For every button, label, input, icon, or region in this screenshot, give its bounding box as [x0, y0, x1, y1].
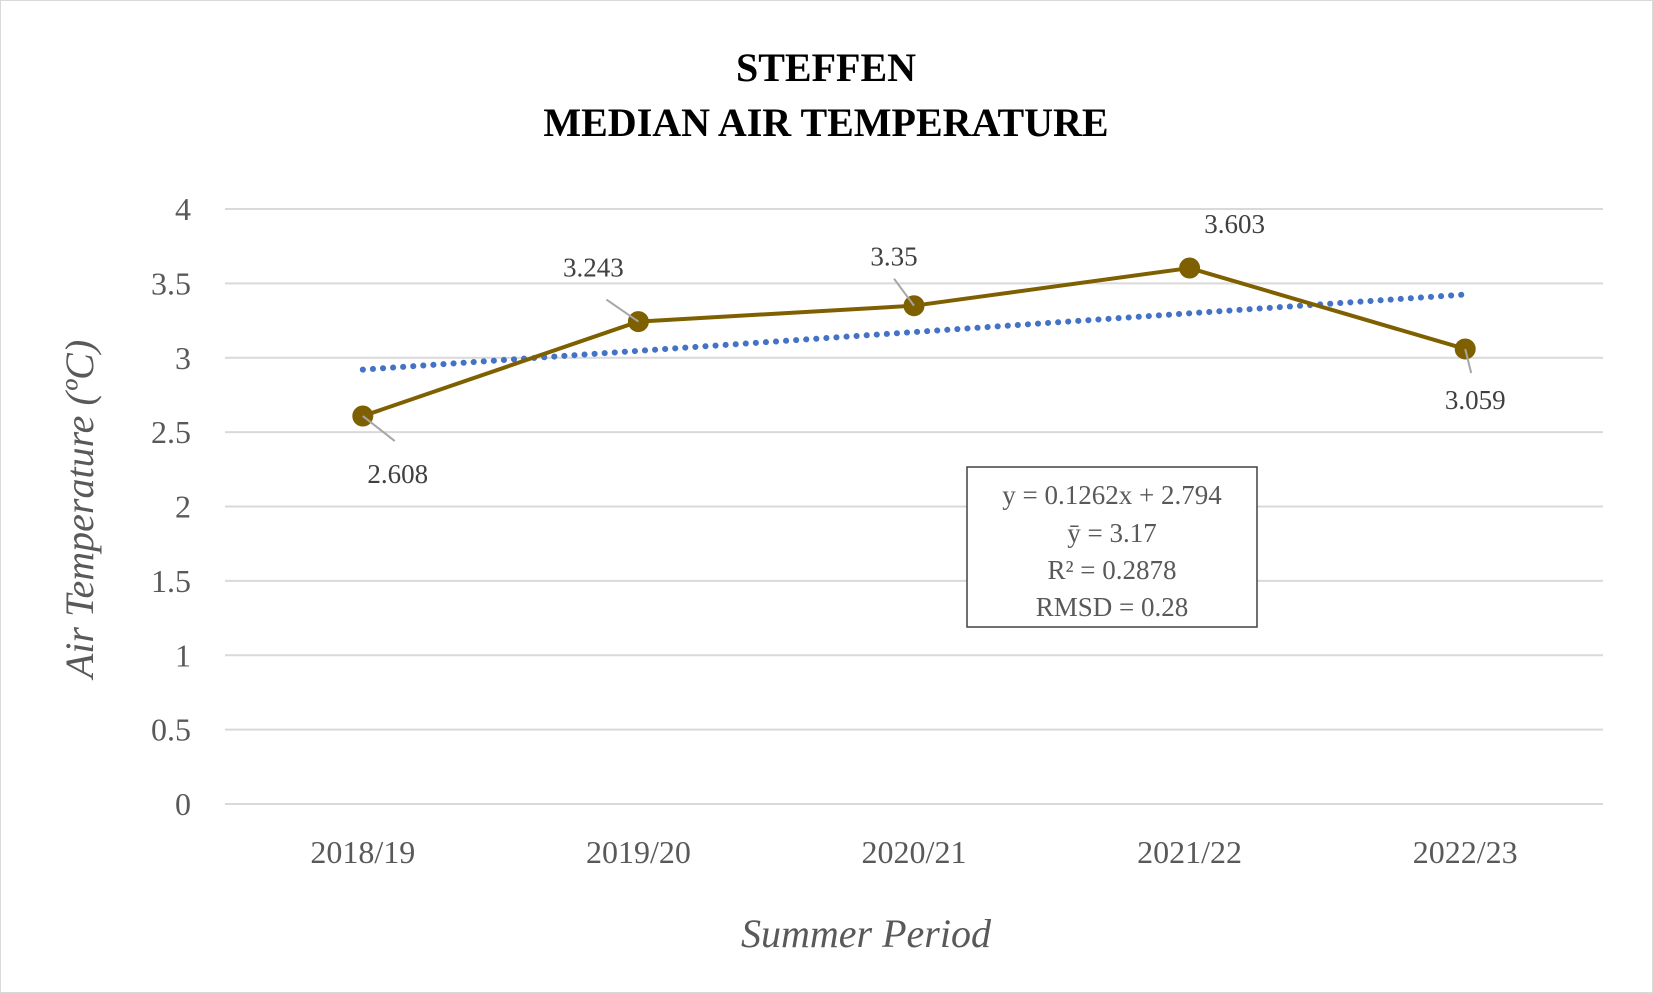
data-label-2: 3.35: [870, 242, 917, 272]
stats-r-squared: R² = 0.2878: [1047, 555, 1176, 585]
data-label-1: 3.243: [563, 253, 624, 283]
stats-equation: y = 0.1262x + 2.794: [1002, 480, 1222, 510]
stats-rmsd: RMSD = 0.28: [1036, 592, 1189, 622]
stats-box-border: [966, 466, 1258, 628]
trendline: [359, 291, 1469, 373]
series-0-line: [362, 266, 1466, 418]
x-axis-title: Summer Period: [741, 911, 992, 956]
leader-line-2: [893, 278, 915, 307]
y-tick-label-7: 3.5: [151, 265, 191, 301]
stats-mean: ȳ = 3.17: [1067, 518, 1156, 548]
x-axis-ticks: 2018/19 2019/20 2020/21 2021/22 2022/23: [310, 834, 1517, 870]
chart-title-line-1: STEFFEN: [736, 45, 916, 90]
x-tick-label-2: 2020/21: [862, 834, 967, 870]
y-tick-label-1: 0.5: [151, 712, 191, 748]
leader-line-4: [1464, 348, 1473, 374]
y-tick-label-2: 1: [175, 637, 191, 673]
y-tick-label-4: 2: [175, 489, 191, 525]
stats-box: y = 0.1262x + 2.794 ȳ = 3.17 R² = 0.2878…: [966, 466, 1258, 628]
gridlines: [225, 208, 1603, 805]
data-label-4: 3.059: [1445, 385, 1506, 415]
y-tick-label-8: 4: [175, 191, 191, 227]
y-tick-label-3: 1.5: [151, 563, 191, 599]
chart-title-line-2: MEDIAN AIR TEMPERATURE: [543, 100, 1108, 145]
data-point-3: [1179, 257, 1201, 279]
data-labels: 2.608 3.243 3.35 3.603 3.059: [362, 209, 1506, 489]
x-tick-label-0: 2018/19: [310, 834, 415, 870]
y-tick-label-5: 2.5: [151, 414, 191, 450]
y-axis-ticks: 0 0.5 1 1.5 2 2.5 3 3.5 4: [151, 191, 191, 822]
y-tick-label-0: 0: [175, 786, 191, 822]
y-tick-label-6: 3: [175, 340, 191, 376]
data-label-0: 2.608: [367, 459, 428, 489]
trendline-layer: [359, 291, 1469, 373]
leader-line-1: [605, 298, 639, 323]
x-tick-label-1: 2019/20: [586, 834, 691, 870]
y-axis-title: Air Temperature (ºC): [57, 340, 102, 681]
leader-line-0: [362, 415, 396, 442]
data-label-3: 3.603: [1204, 209, 1265, 239]
x-tick-label-3: 2021/22: [1137, 834, 1242, 870]
x-tick-label-4: 2022/23: [1413, 834, 1518, 870]
